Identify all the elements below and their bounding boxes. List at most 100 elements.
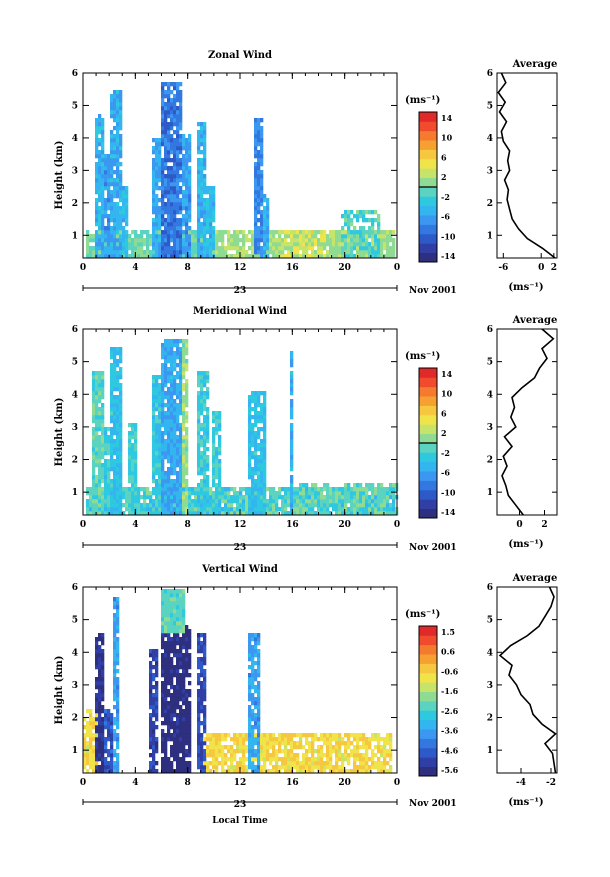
- heatmap-cell: [260, 419, 263, 423]
- heatmap-cell: [386, 495, 389, 499]
- heatmap-cell: [350, 218, 353, 222]
- heatmap-cell: [290, 242, 293, 246]
- heatmap-cell: [92, 387, 95, 391]
- heatmap-cell: [185, 459, 188, 463]
- heatmap-cell: [188, 134, 191, 138]
- heatmap-cell: [368, 757, 371, 761]
- heatmap-cell: [182, 745, 185, 749]
- heatmap-cell: [257, 170, 260, 174]
- heatmap-cell: [341, 250, 344, 254]
- heatmap-cell: [176, 86, 179, 90]
- heatmap-cell: [260, 178, 263, 182]
- heatmap-cell: [260, 463, 263, 467]
- heatmap-cell: [95, 118, 98, 122]
- heatmap-cell: [254, 645, 257, 649]
- heatmap-cell: [170, 118, 173, 122]
- heatmap-cell: [176, 234, 179, 238]
- heatmap-cell: [176, 355, 179, 359]
- heatmap-cell: [374, 234, 377, 238]
- heatmap-cell: [95, 399, 98, 403]
- heatmap-cell: [161, 459, 164, 463]
- heatmap-cell: [227, 749, 230, 753]
- colorbar-unit: (ms⁻¹): [405, 95, 440, 106]
- heatmap-cell: [308, 745, 311, 749]
- heatmap-cell: [194, 499, 197, 503]
- heatmap-cell: [257, 463, 260, 467]
- heatmap-cell: [170, 419, 173, 423]
- heatmap-cell: [104, 226, 107, 230]
- heatmap-cell: [173, 507, 176, 511]
- heatmap-cell: [98, 222, 101, 226]
- heatmap-cell: [116, 455, 119, 459]
- heatmap-cell: [101, 142, 104, 146]
- heatmap-cell: [125, 499, 128, 503]
- heatmap-cell: [101, 649, 104, 653]
- heatmap-cell: [119, 423, 122, 427]
- profile-x-tick-label: 0: [538, 263, 544, 273]
- heatmap-cell: [359, 238, 362, 242]
- heatmap-cell: [116, 661, 119, 665]
- heatmap-cell: [272, 745, 275, 749]
- heatmap-cell: [230, 487, 233, 491]
- heatmap-cell: [104, 202, 107, 206]
- heatmap-cell: [185, 210, 188, 214]
- y-tick-label: 3: [72, 423, 78, 433]
- heatmap-cell: [251, 475, 254, 479]
- heatmap-cell: [356, 503, 359, 507]
- heatmap-cell: [119, 114, 122, 118]
- heatmap-cell: [188, 150, 191, 154]
- heatmap-cell: [314, 242, 317, 246]
- heatmap-cell: [215, 459, 218, 463]
- heatmap-cell: [191, 242, 194, 246]
- heatmap-cell: [203, 158, 206, 162]
- heatmap-cell: [377, 491, 380, 495]
- heatmap-cell: [245, 749, 248, 753]
- heatmap-cell: [98, 713, 101, 717]
- heatmap-cell: [158, 242, 161, 246]
- heatmap-cell: [389, 238, 392, 242]
- heatmap-cell: [173, 150, 176, 154]
- heatmap-cell: [263, 483, 266, 487]
- heatmap-cell: [281, 495, 284, 499]
- heatmap-cell: [251, 645, 254, 649]
- heatmap-cell: [305, 495, 308, 499]
- heatmap-cell: [179, 403, 182, 407]
- heatmap-cell: [170, 499, 173, 503]
- heatmap-cell: [203, 503, 206, 507]
- heatmap-cell: [182, 455, 185, 459]
- heatmap-cell: [365, 503, 368, 507]
- heatmap-cell: [101, 190, 104, 194]
- heatmap-cell: [254, 419, 257, 423]
- heatmap-cell: [170, 677, 173, 681]
- heatmap-cell: [170, 463, 173, 467]
- heatmap-cell: [203, 234, 206, 238]
- heatmap-cell: [347, 507, 350, 511]
- heatmap-cell: [122, 238, 125, 242]
- heatmap-cell: [110, 138, 113, 142]
- heatmap-cell: [290, 351, 293, 355]
- heatmap-cell: [170, 134, 173, 138]
- heatmap-cell: [254, 491, 257, 495]
- heatmap-cell: [260, 471, 263, 475]
- heatmap-cell: [182, 717, 185, 721]
- heatmap-cell: [206, 202, 209, 206]
- heatmap-cell: [170, 226, 173, 230]
- heatmap-cell: [272, 230, 275, 234]
- heatmap-cell: [176, 174, 179, 178]
- heatmap-cell: [185, 455, 188, 459]
- heatmap-cell: [323, 234, 326, 238]
- heatmap-cell: [314, 765, 317, 769]
- y-tick-label: 6: [72, 69, 78, 79]
- heatmap-cell: [158, 471, 161, 475]
- heatmap-cell: [167, 411, 170, 415]
- heatmap-cell: [116, 218, 119, 222]
- heatmap-cell: [359, 491, 362, 495]
- heatmap-cell: [98, 685, 101, 689]
- heatmap-cell: [263, 250, 266, 254]
- heatmap-cell: [92, 447, 95, 451]
- heatmap-cell: [218, 435, 221, 439]
- heatmap-cell: [161, 757, 164, 761]
- heatmap-cell: [107, 753, 110, 757]
- heatmap-cell: [167, 226, 170, 230]
- heatmap-cell: [368, 210, 371, 214]
